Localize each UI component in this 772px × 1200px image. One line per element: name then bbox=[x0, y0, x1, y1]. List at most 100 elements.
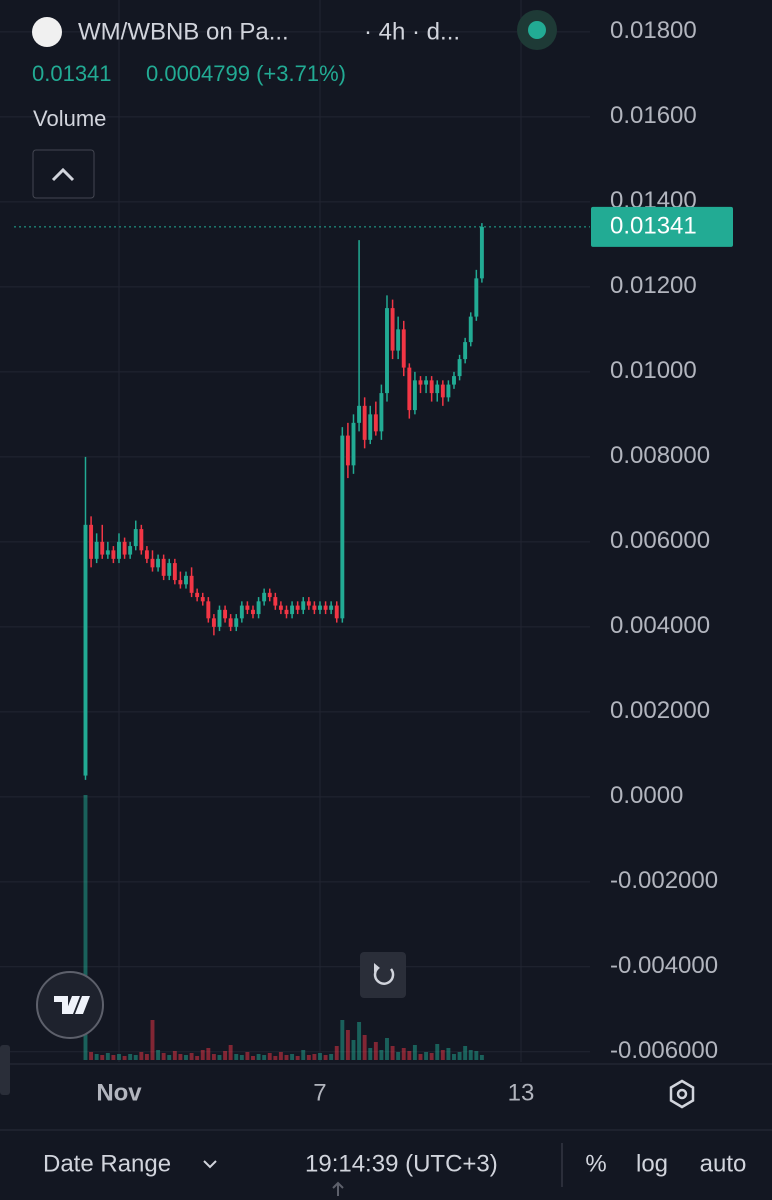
x-tick-label: 13 bbox=[508, 1079, 535, 1106]
header-change: 0.0004799 (+3.71%) bbox=[146, 61, 346, 86]
volume-bar bbox=[262, 1055, 267, 1060]
candle-body bbox=[479, 226, 484, 279]
y-tick-label: -0.004000 bbox=[610, 952, 718, 979]
volume-bar bbox=[468, 1050, 473, 1060]
volume-bar bbox=[312, 1054, 317, 1060]
candle-body bbox=[429, 380, 434, 394]
tv-logo-mark bbox=[54, 996, 90, 1014]
volume-bar bbox=[117, 1054, 121, 1060]
candle-body bbox=[111, 550, 116, 559]
candle-body bbox=[440, 384, 445, 398]
volume-bar bbox=[111, 1055, 116, 1060]
candle-body bbox=[105, 550, 110, 555]
percent-toggle[interactable]: % bbox=[585, 1150, 606, 1177]
y-tick-label: 0.01200 bbox=[610, 272, 697, 299]
volume-bar bbox=[412, 1045, 417, 1060]
volume-bar bbox=[211, 1054, 216, 1060]
volume-bar bbox=[474, 1051, 479, 1060]
volume-bar bbox=[479, 1055, 484, 1060]
candle-body bbox=[144, 550, 149, 559]
volume-bar bbox=[161, 1053, 166, 1060]
y-tick-label: 0.002000 bbox=[610, 697, 710, 724]
volume-bar bbox=[295, 1056, 300, 1060]
volume-bar bbox=[418, 1054, 423, 1060]
candle-body bbox=[256, 601, 261, 615]
candle-body bbox=[306, 601, 311, 606]
candle-body bbox=[368, 414, 373, 440]
candle-body bbox=[390, 308, 395, 351]
volume-bar bbox=[345, 1030, 350, 1060]
volume-bar bbox=[435, 1044, 440, 1060]
volume-bar bbox=[267, 1053, 272, 1060]
volume-bar bbox=[228, 1045, 233, 1060]
candle-body bbox=[351, 422, 356, 466]
last-price-badge bbox=[591, 206, 733, 247]
candle-body bbox=[435, 384, 440, 394]
candle-body bbox=[172, 563, 177, 581]
candle-body bbox=[239, 605, 244, 619]
candle-body bbox=[133, 529, 138, 547]
settings-icon-center bbox=[676, 1088, 688, 1100]
chevron-up bbox=[51, 167, 75, 182]
volume-bar bbox=[256, 1054, 261, 1060]
volume-bar bbox=[385, 1038, 389, 1060]
volume-bar bbox=[189, 1053, 194, 1060]
candle-body bbox=[200, 597, 205, 602]
candle-body bbox=[178, 580, 183, 585]
volume-bar bbox=[457, 1052, 462, 1060]
reset-button[interactable] bbox=[360, 952, 406, 998]
candle-body bbox=[251, 609, 255, 615]
y-tick-label: 0.004000 bbox=[610, 612, 710, 639]
volume-bar bbox=[206, 1048, 211, 1060]
volume-bar bbox=[150, 1020, 155, 1060]
volume-bar bbox=[251, 1056, 255, 1060]
y-tick-label: 0.01000 bbox=[610, 357, 697, 384]
candle-body bbox=[211, 618, 216, 627]
reset-arrow bbox=[374, 963, 380, 972]
volume-bar bbox=[100, 1055, 105, 1060]
volume-bar bbox=[273, 1056, 278, 1060]
volume-bar bbox=[440, 1050, 445, 1060]
candle-body bbox=[345, 435, 350, 466]
clock[interactable]: 19:14:39 (UTC+3) bbox=[305, 1150, 498, 1177]
collapse-button[interactable] bbox=[32, 149, 95, 199]
auto-toggle[interactable]: auto bbox=[700, 1150, 747, 1177]
candle-body bbox=[457, 359, 462, 377]
candle-body bbox=[318, 605, 322, 610]
volume-bar bbox=[373, 1042, 378, 1060]
candle-body bbox=[312, 605, 317, 610]
candle-body bbox=[89, 524, 94, 559]
settings-icon[interactable] bbox=[669, 1079, 695, 1109]
volume-bar bbox=[239, 1055, 244, 1060]
volume-bar bbox=[156, 1050, 161, 1060]
candle-body bbox=[323, 605, 328, 610]
volume-bar bbox=[301, 1050, 306, 1060]
reset-icon bbox=[373, 967, 395, 985]
volume-bar bbox=[128, 1054, 133, 1060]
candle-body bbox=[156, 558, 161, 568]
volume-bar bbox=[368, 1048, 373, 1060]
candle-body bbox=[94, 541, 99, 559]
candle-body bbox=[278, 605, 283, 610]
side-tab[interactable] bbox=[0, 1045, 10, 1095]
candle-body bbox=[228, 618, 233, 627]
volume-bar bbox=[429, 1053, 434, 1060]
x-tick-label: Nov bbox=[96, 1079, 142, 1106]
candle-body bbox=[401, 329, 406, 368]
candle-body bbox=[424, 380, 429, 385]
y-tick-label: -0.002000 bbox=[610, 867, 718, 894]
volume-bar bbox=[195, 1056, 200, 1060]
candle-body bbox=[474, 278, 479, 317]
log-toggle[interactable]: log bbox=[636, 1150, 668, 1177]
candle-body bbox=[184, 575, 188, 585]
interval: · 4h · d... bbox=[364, 18, 460, 45]
volume-bar bbox=[329, 1054, 334, 1060]
candle-body bbox=[267, 592, 272, 598]
volume-bar bbox=[133, 1055, 138, 1060]
date-range[interactable]: Date Range bbox=[43, 1150, 171, 1177]
volume-bar bbox=[463, 1046, 468, 1060]
y-tick-label: 0.01600 bbox=[610, 102, 697, 129]
candle-body bbox=[284, 609, 289, 615]
candle-body bbox=[340, 435, 345, 619]
candle-body bbox=[446, 384, 451, 398]
